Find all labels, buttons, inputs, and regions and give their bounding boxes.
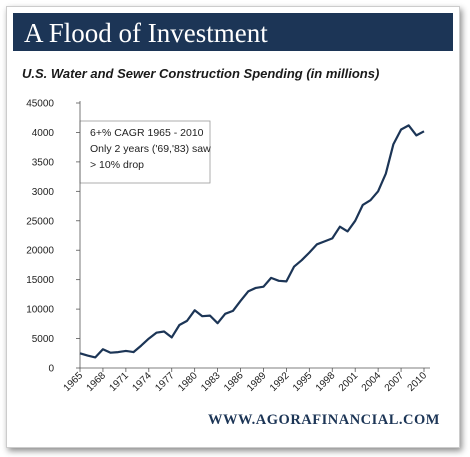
y-tick-label: 45000 [26,99,54,110]
y-tick-label: 3500 [32,157,55,168]
x-tick-label: 1995 [291,370,315,394]
data-line [79,124,425,359]
x-tick-label: 2007 [383,370,407,394]
chart-title: A Flood of Investment [24,18,268,48]
x-tick-label: 1986 [222,370,246,394]
x-tick-label: 1998 [314,370,338,394]
annotation-line: 6+% CAGR 1965 - 2010 [90,127,204,139]
chart-subtitle: U.S. Water and Sewer Construction Spendi… [22,66,379,81]
x-tick-label: 1965 [62,370,86,394]
y-tick-label: 20000 [26,246,54,257]
y-tick-label: 4000 [32,128,55,139]
x-tick-label: 1983 [199,370,223,394]
source: WWW.AGORAFINANCIAL.COM [208,412,440,428]
y-tick-label: 5000 [32,334,55,345]
x-tick-label: 1977 [153,370,177,394]
x-tick-label: 1971 [107,370,131,394]
x-tick-label: 1980 [176,370,200,394]
annotation-line: Only 2 years ('69,'83) saw [90,143,211,155]
header-band [13,13,453,51]
x-tick-label: 1968 [85,370,109,394]
y-tick-label: 15000 [26,275,54,286]
x-tick-label: 1974 [130,370,154,394]
y-tick-label: 10000 [26,305,54,316]
annotation-box [79,120,211,184]
x-tick-label: 2010 [406,370,430,394]
annotation-line: > 10% drop [90,159,144,171]
frame [6,6,460,448]
x-tick-label: 1989 [245,370,269,394]
x-tick-label: 2004 [360,370,384,394]
y-tick-label: 0 [48,364,54,375]
x-tick-label: 1992 [268,370,292,394]
y-tick-label: 3000 [32,187,55,198]
y-tick-label: 25000 [26,216,54,227]
x-tick-label: 2001 [337,370,361,394]
